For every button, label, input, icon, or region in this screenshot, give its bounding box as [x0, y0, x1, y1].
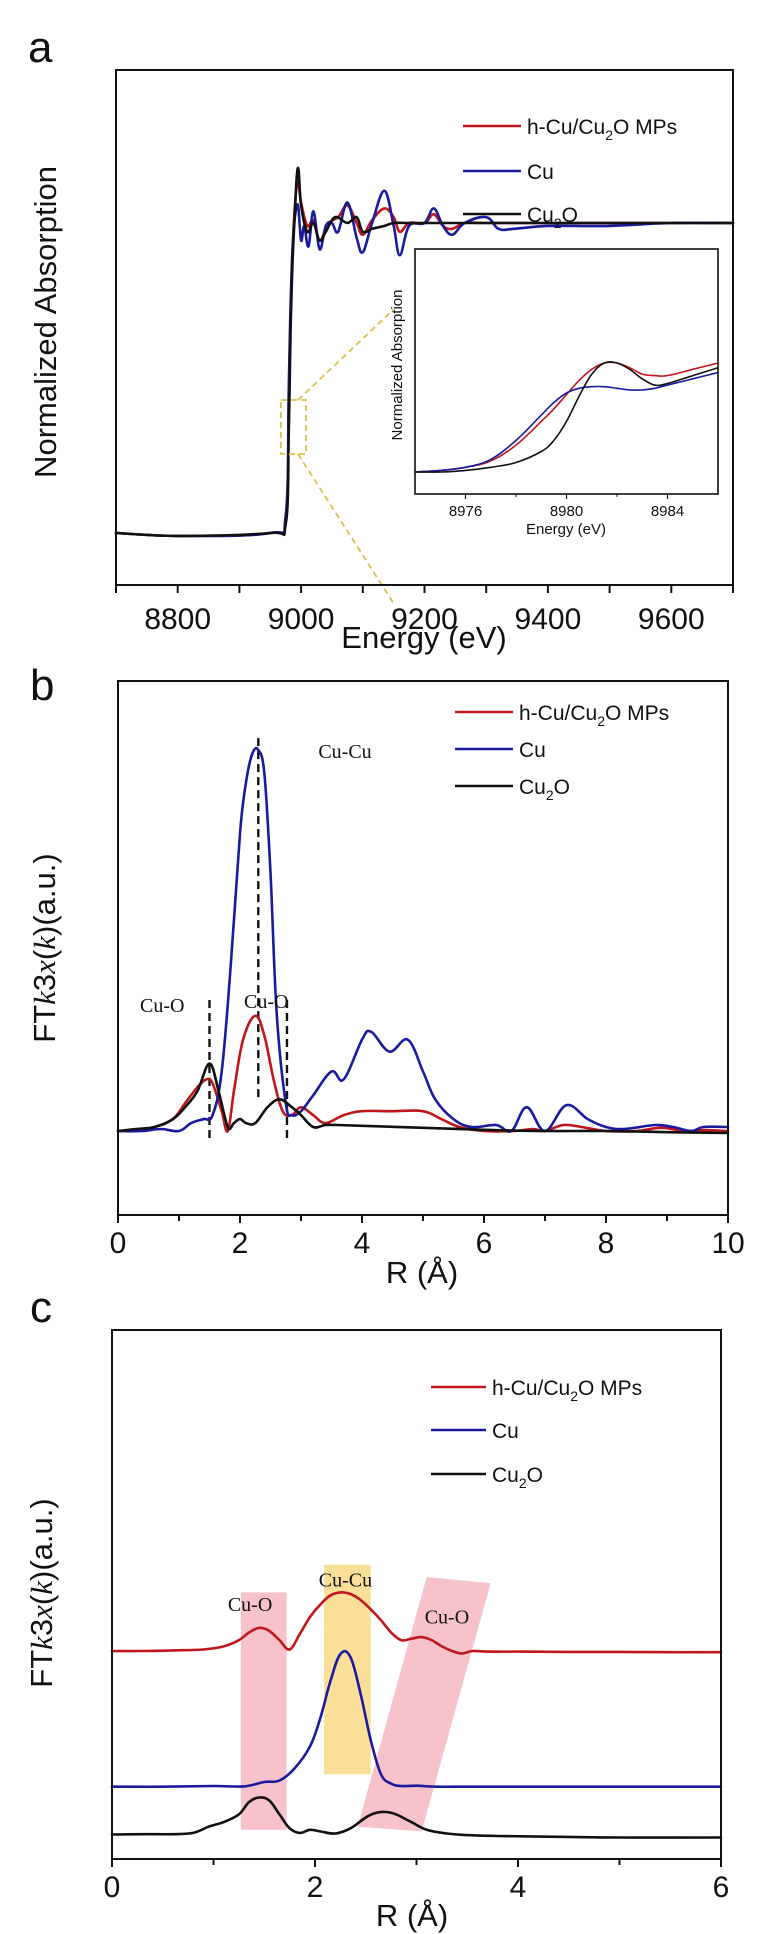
- legend-label-cu2o: Cu2O: [527, 204, 578, 231]
- legend-label-h-cu-cu2o: h-Cu/Cu2O MPs: [519, 702, 669, 729]
- inset-curves: [415, 361, 718, 473]
- panel-c-plot-area: [110, 1591, 723, 1839]
- inset-background: [414, 248, 719, 495]
- panel-b-y-axis-title: FTk3x(k)(a.u.): [27, 853, 62, 1042]
- panel-c-x-tick-label: 2: [307, 1871, 324, 1904]
- inset-y-axis-title: Normalized Absorption: [389, 290, 406, 441]
- panel-a-legend: h-Cu/Cu2O MPs Cu Cu2O: [463, 116, 677, 231]
- panel-a-x-tick-label: 9000: [268, 603, 335, 636]
- panel-b-plot-area: [116, 746, 730, 1135]
- panel-c-x-axis: 0 2 4 6: [104, 1859, 730, 1904]
- panel-c-highlight-bands: [240, 1564, 491, 1832]
- panel-c-y-axis-title: FTk3x(k)(a.u.): [24, 1498, 59, 1687]
- panel-c-series-cu: [110, 1649, 723, 1789]
- legend-label-h-cu-cu2o: h-Cu/Cu2O MPs: [492, 1377, 642, 1404]
- legend-label-cu: Cu: [492, 1420, 519, 1443]
- panel-a-x-tick-label: 8800: [144, 603, 211, 636]
- panel-c-series-h-cu-cu2o-mps: [110, 1591, 723, 1655]
- panel-a-x-tick-label: 9200: [391, 603, 458, 636]
- zoom-box-guides: [280, 308, 395, 605]
- zoom-guide-line-lower: [297, 453, 395, 605]
- panel-b-x-tick-label: 8: [598, 1227, 615, 1260]
- panel-c-x-tick-label: 0: [104, 1871, 121, 1904]
- inset-frame: [414, 248, 719, 495]
- panel-a-x-tick-label: 9400: [515, 603, 582, 636]
- inset-x-axis-title: Energy (eV): [526, 521, 606, 538]
- panel-b-x-tick-label: 10: [711, 1227, 744, 1260]
- panel-c-band-cu-o-1: [240, 1592, 287, 1830]
- legend-label-h-cu-cu2o: h-Cu/Cu2O MPs: [527, 116, 677, 143]
- panel-c-band-cu-o-3: [357, 1577, 491, 1832]
- inset-series-cu2o: [415, 361, 718, 473]
- panel-a-x-tick-label: 9600: [638, 603, 705, 636]
- panel-b-x-axis-title: R (Å): [386, 1255, 458, 1290]
- inset-plot-area: [415, 361, 718, 473]
- panel-a-x-axis: 8800 9000 9200 9400 9600: [115, 585, 734, 636]
- zoom-box: [280, 399, 307, 455]
- panel-a: a 8976 8980 8984 Energy (eV) Normalized Ab…: [28, 23, 735, 655]
- inset-tick-label: 8976: [449, 503, 482, 520]
- panel-c-annotations: Cu-O Cu-Cu Cu-O: [228, 1569, 469, 1628]
- inset-series-h-cu-cu2o-mps: [415, 361, 718, 473]
- panel-b-annotation-cu-cu: Cu-Cu: [318, 741, 371, 763]
- panel-c: c Cu-O Cu-Cu Cu-O 0 2 4 6 R (Å) FTk3x(k)(a.u.…: [24, 1283, 729, 1933]
- panel-a-letter: a: [28, 23, 53, 72]
- legend-label-cu2o: Cu2O: [492, 1464, 543, 1491]
- panel-b-letter: b: [30, 661, 54, 710]
- panel-c-band-cu-cu-2: [324, 1564, 371, 1775]
- panel-c-letter: c: [30, 1283, 52, 1332]
- inset-x-axis: 8976 8980 8984: [449, 494, 684, 520]
- panel-b-series-h-cu-cu2o-mps: [116, 1014, 730, 1133]
- panel-a-y-axis-title: Normalized Absorption: [28, 166, 63, 478]
- panel-b-x-tick-label: 0: [110, 1227, 127, 1260]
- panel-b-annotation-cu-o: Cu-O: [140, 995, 184, 1017]
- panel-a-x-axis-title: Energy (eV): [341, 620, 506, 655]
- zoom-guide-line-upper: [297, 308, 395, 401]
- legend-label-cu: Cu: [519, 739, 546, 762]
- panel-c-series-cu2o: [110, 1796, 723, 1839]
- panel-b-annotation-cu-o: Cu-O: [244, 991, 288, 1013]
- panel-c-annotation-cu-cu-2: Cu-Cu: [319, 1569, 372, 1591]
- inset-series-cu: [415, 371, 718, 473]
- panel-b-legend: h-Cu/Cu2O MPs Cu Cu2O: [455, 702, 669, 803]
- inset-tick-label: 8980: [550, 503, 583, 520]
- panel-b-x-tick-label: 6: [476, 1227, 493, 1260]
- panel-c-x-tick-label: 6: [713, 1871, 730, 1904]
- panel-b-series-cu2o: [116, 1062, 730, 1135]
- panel-b: b Cu-Cu Cu-O Cu-O 0 2 4 6 8 10 R (Å) FTk3x(k)(a…: [27, 661, 745, 1290]
- panel-a-plot-area: [114, 166, 735, 538]
- panel-b-series-cu: [116, 746, 730, 1133]
- legend-label-cu2o: Cu2O: [519, 776, 570, 803]
- legend-label-cu: Cu: [527, 161, 554, 184]
- panel-c-legend: h-Cu/Cu2O MPs Cu Cu2O: [431, 1377, 642, 1491]
- panel-b-x-tick-label: 2: [232, 1227, 249, 1260]
- inset-tick-label: 8984: [651, 503, 684, 520]
- panel-c-x-tick-label: 4: [510, 1871, 527, 1904]
- panel-c-x-axis-title: R (Å): [376, 1898, 448, 1933]
- panel-a-series-cu2o: [114, 166, 735, 538]
- panel-b-x-tick-label: 4: [354, 1227, 371, 1260]
- panel-c-annotation-cu-o-1: Cu-O: [228, 1594, 272, 1616]
- panel-b-reference-lines: [208, 738, 289, 1141]
- panel-c-annotation-cu-o-3: Cu-O: [425, 1606, 469, 1628]
- panel-b-annotations: Cu-Cu Cu-O Cu-O: [140, 741, 372, 1017]
- panel-b-x-axis: 0 2 4 6 8 10: [110, 1215, 745, 1260]
